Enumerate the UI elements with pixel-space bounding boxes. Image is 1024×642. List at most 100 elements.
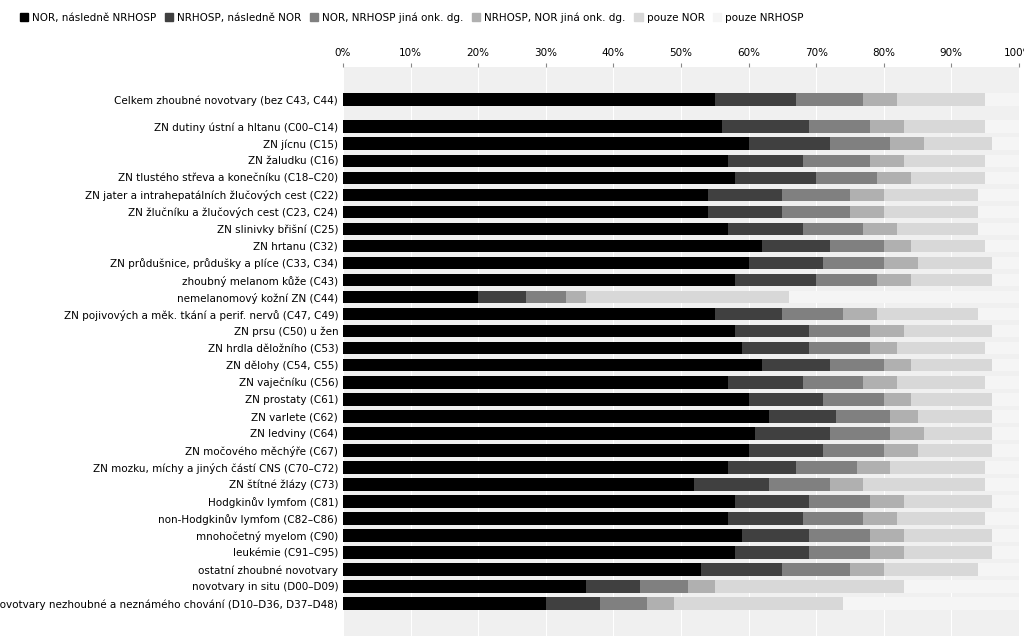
Bar [741, 529, 809, 542]
Bar [343, 137, 749, 150]
Bar [587, 291, 790, 304]
Bar [918, 444, 992, 456]
Bar [715, 580, 904, 593]
Bar [715, 93, 796, 106]
Bar [343, 257, 749, 270]
Bar [546, 597, 600, 610]
Bar [985, 239, 1019, 252]
Bar [910, 393, 992, 406]
Bar [600, 597, 647, 610]
Bar [870, 121, 904, 134]
Bar [850, 563, 884, 576]
Bar [918, 257, 992, 270]
Bar [343, 393, 749, 406]
Bar [809, 495, 870, 508]
Bar [343, 529, 741, 542]
Bar [904, 580, 1019, 593]
Bar [640, 580, 688, 593]
Bar [897, 376, 985, 388]
Bar [904, 155, 985, 168]
Bar [985, 155, 1019, 168]
Bar [782, 563, 850, 576]
Bar [701, 563, 782, 576]
Bar [992, 325, 1019, 338]
Bar [809, 121, 870, 134]
Bar [863, 223, 897, 236]
Bar [837, 410, 891, 422]
Bar [992, 273, 1019, 286]
Bar [985, 376, 1019, 388]
Bar [762, 359, 829, 372]
Bar [891, 427, 925, 440]
Bar [870, 495, 904, 508]
Bar [741, 342, 809, 354]
Bar [809, 529, 870, 542]
Bar [803, 512, 863, 525]
Bar [728, 376, 803, 388]
Bar [985, 478, 1019, 490]
Bar [910, 273, 992, 286]
Bar [829, 478, 863, 490]
Bar [829, 359, 884, 372]
Bar [728, 512, 803, 525]
Bar [897, 223, 978, 236]
Bar [749, 393, 823, 406]
Bar [978, 563, 1019, 576]
Bar [857, 461, 891, 474]
Bar [985, 461, 1019, 474]
Bar [343, 291, 478, 304]
Bar [843, 597, 1019, 610]
Bar [478, 291, 525, 304]
Bar [735, 546, 809, 559]
Bar [904, 546, 992, 559]
Bar [343, 121, 722, 134]
Bar [884, 257, 918, 270]
Bar [343, 410, 769, 422]
Bar [884, 563, 978, 576]
Bar [870, 155, 904, 168]
Bar [992, 393, 1019, 406]
Bar [722, 121, 809, 134]
Bar [762, 239, 829, 252]
Bar [343, 205, 708, 218]
Bar [566, 291, 587, 304]
Bar [749, 257, 823, 270]
Bar [985, 171, 1019, 184]
Bar [343, 155, 728, 168]
Bar [343, 342, 741, 354]
Bar [769, 478, 829, 490]
Bar [728, 461, 796, 474]
Bar [809, 325, 870, 338]
Bar [870, 325, 904, 338]
Bar [897, 342, 985, 354]
Bar [870, 546, 904, 559]
Bar [904, 495, 992, 508]
Bar [992, 444, 1019, 456]
Bar [803, 376, 863, 388]
Bar [870, 342, 897, 354]
Bar [850, 189, 884, 202]
Bar [343, 444, 749, 456]
Bar [343, 512, 728, 525]
Bar [343, 273, 735, 286]
Bar [870, 529, 904, 542]
Bar [674, 597, 843, 610]
Bar [925, 427, 992, 440]
Bar [985, 342, 1019, 354]
Bar [891, 410, 918, 422]
Bar [904, 529, 992, 542]
Bar [992, 137, 1019, 150]
Bar [897, 93, 985, 106]
Bar [688, 580, 715, 593]
Bar [735, 273, 816, 286]
Bar [992, 410, 1019, 422]
Bar [782, 308, 843, 320]
Bar [343, 223, 728, 236]
Bar [343, 580, 587, 593]
Bar [343, 597, 546, 610]
Bar [992, 546, 1019, 559]
Bar [918, 410, 992, 422]
Bar [816, 171, 877, 184]
Bar [790, 291, 1019, 304]
Bar [749, 444, 823, 456]
